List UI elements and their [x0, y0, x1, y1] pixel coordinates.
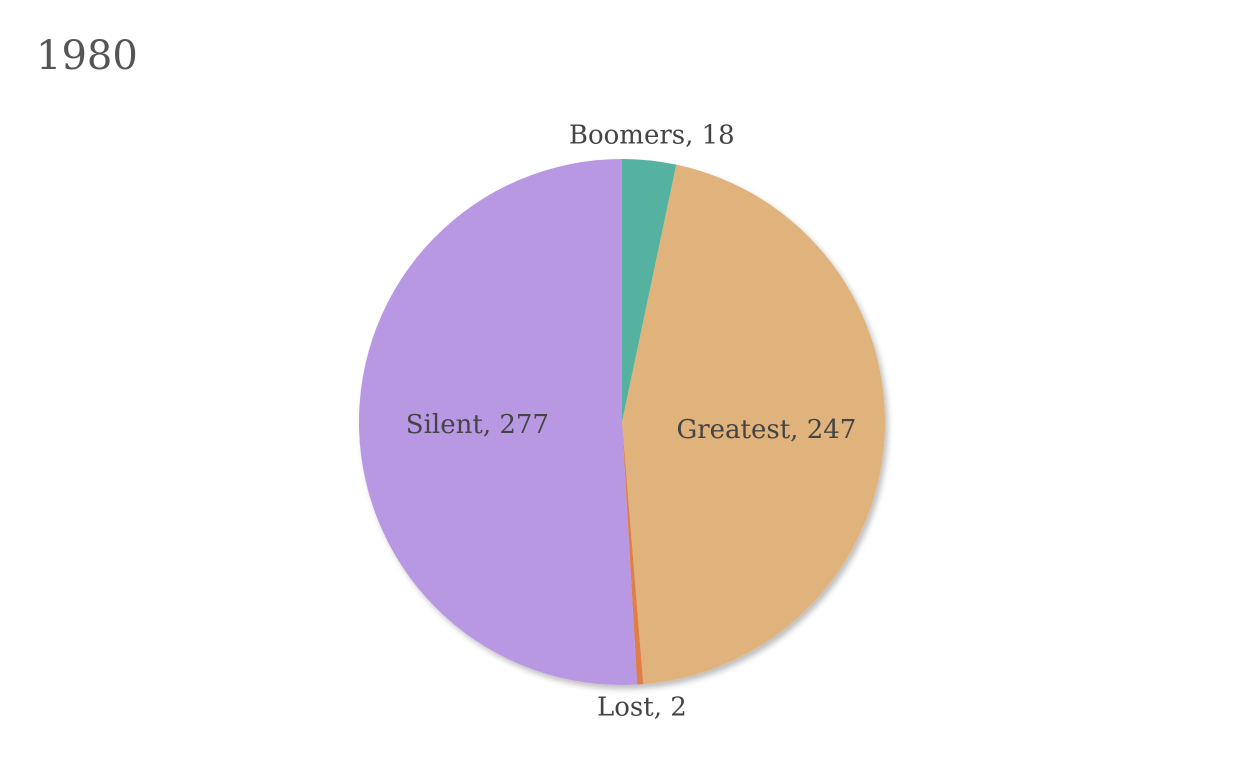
pie-label-lost: Lost, 2 [597, 692, 687, 722]
pie-slice-lost [622, 422, 644, 685]
pie-slice-boomers [622, 158, 677, 422]
pie-label-greatest: Greatest, 247 [676, 415, 856, 445]
pie-label-boomers: Boomers, 18 [569, 121, 735, 151]
pie-slice-greatest [622, 164, 886, 685]
pie-labels: Boomers, 18 Greatest, 247 Lost, 2 Silent, 2… [406, 121, 857, 723]
pie-slice-silent [358, 158, 638, 685]
chart-title: 1980 [36, 33, 138, 79]
pie-slices [358, 158, 886, 685]
pie-label-silent: Silent, 277 [406, 410, 549, 440]
